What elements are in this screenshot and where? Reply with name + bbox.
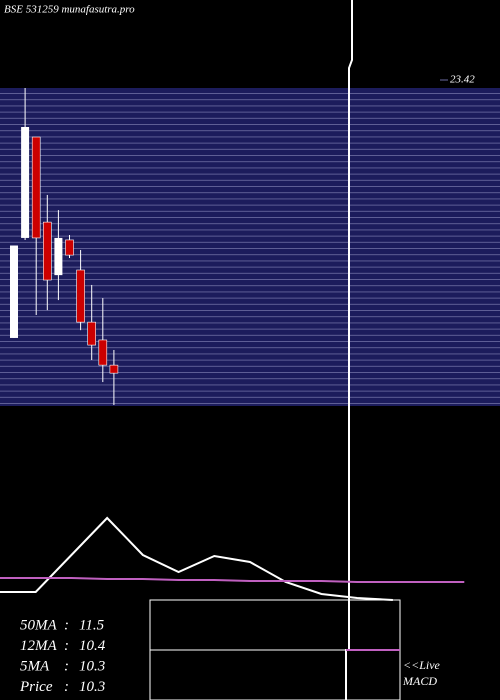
- summary-value: 11.5: [79, 617, 105, 633]
- candle-body: [21, 127, 30, 238]
- macd-line: [0, 577, 465, 583]
- candle-body: [98, 339, 108, 366]
- summary-value: 10.4: [79, 638, 106, 654]
- summary-label: Price: [19, 679, 53, 695]
- y-tick-label: 23.42: [450, 74, 475, 86]
- summary-sep: :: [64, 679, 69, 695]
- macd-line: [0, 516, 393, 601]
- live-link[interactable]: <<Live: [403, 658, 441, 672]
- summary-sep: :: [64, 617, 69, 633]
- macd-label: MACD: [402, 674, 437, 688]
- candle-body: [65, 239, 74, 256]
- chart-title: BSE 531259 munafasutra.pro: [4, 4, 135, 16]
- candle-body: [76, 269, 85, 323]
- candle-body: [54, 237, 63, 276]
- candle-body: [42, 221, 52, 281]
- price-panel: [0, 88, 500, 406]
- summary-label: 50MA: [20, 617, 57, 633]
- candle-body: [109, 364, 119, 374]
- candle-body: [87, 321, 96, 346]
- divider-line: [345, 0, 353, 700]
- summary-sep: :: [64, 638, 69, 654]
- candle-body: [10, 245, 18, 338]
- summary-value: 10.3: [79, 679, 105, 695]
- summary-label: 12MA: [20, 638, 57, 654]
- summary-value: 10.3: [79, 658, 105, 674]
- summary-label: 5MA: [20, 658, 50, 674]
- candle-body: [31, 136, 41, 239]
- summary-sep: :: [64, 658, 69, 674]
